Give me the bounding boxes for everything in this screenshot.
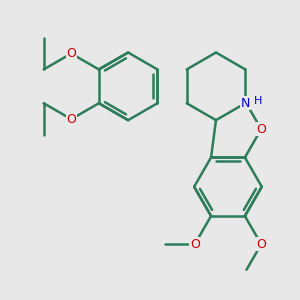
Text: O: O [256, 238, 266, 251]
Text: N: N [241, 97, 250, 110]
Text: H: H [254, 96, 262, 106]
Text: O: O [256, 123, 266, 136]
Text: O: O [190, 238, 200, 251]
Text: O: O [66, 113, 76, 126]
Text: O: O [66, 47, 76, 60]
